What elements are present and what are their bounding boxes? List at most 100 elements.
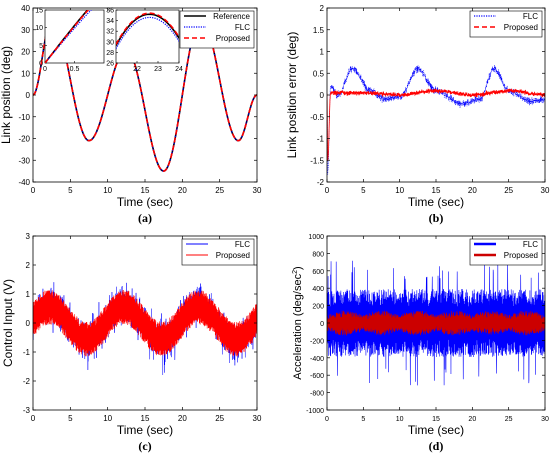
inset-y-tick-label: 26 — [106, 61, 114, 68]
plot-area — [33, 282, 257, 375]
y-axis-label-sup: 2 — [292, 270, 299, 274]
y-tick-label: 200 — [312, 304, 324, 311]
y-tick-label: 0 — [26, 91, 31, 100]
plot-area — [327, 260, 545, 386]
y-axis-label: Link position (deg) — [0, 46, 13, 144]
y-tick-label: 30 — [21, 26, 30, 35]
x-tick-label: 25 — [215, 186, 224, 195]
y-tick-label: -40 — [18, 178, 30, 187]
x-tick-label: 20 — [178, 414, 187, 423]
legend-entry: FLC — [523, 240, 538, 249]
legend-entry: Proposed — [216, 251, 250, 260]
x-axis-label: Time (sec) — [408, 423, 464, 437]
inset-x-tick-label: 0.5 — [70, 66, 80, 73]
y-tick-label: 3 — [26, 232, 31, 241]
inset-y-tick-label: 10 — [35, 25, 43, 32]
x-tick-label: 15 — [141, 414, 150, 423]
inset-x-tick-label: 22 — [133, 66, 141, 73]
y-tick-label: -30 — [18, 156, 30, 165]
legend-entry: Proposed — [504, 23, 538, 32]
y-tick-label: -10 — [18, 113, 30, 122]
y-tick-label: 1 — [26, 290, 31, 299]
x-tick-label: 10 — [395, 186, 404, 195]
inset-x-tick-label: 23 — [154, 66, 162, 73]
x-axis-label: Time (sec) — [117, 195, 173, 209]
panel-d: 0 5 10 15 20 25 30 -1000 -800 -600 -400 -200 0 200 400… — [292, 234, 549, 453]
x-tick-label: 0 — [325, 186, 330, 195]
x-axis-label: Time (sec) — [408, 195, 464, 209]
legend-box — [179, 10, 255, 49]
plot-area — [327, 64, 545, 175]
x-tick-label: 25 — [504, 186, 513, 195]
x-axis-label: Time (sec) — [117, 423, 173, 437]
y-tick-label: -20 — [18, 135, 30, 144]
x-tick-label: 5 — [361, 416, 365, 423]
series-proposed — [33, 290, 257, 357]
y-tick-label: 0 — [320, 321, 324, 328]
y-tick-label: 0.5 — [313, 69, 325, 78]
x-tick-label: 0 — [31, 186, 36, 195]
x-tick-label: 25 — [505, 416, 513, 423]
x-tick-label: 20 — [468, 416, 476, 423]
y-tick-label: -1 — [23, 348, 31, 357]
y-tick-label: -2 — [317, 178, 325, 187]
x-tick-label: 10 — [103, 414, 112, 423]
panel-c: 0 5 10 15 20 25 30 -3 -2 -1 0 1 2 3 Time (sec) (c) Contr… — [1, 232, 262, 453]
y-tick-label: 1000 — [308, 234, 324, 241]
panel-label: (d) — [429, 439, 444, 453]
y-tick-label: 2 — [320, 4, 325, 13]
y-tick-label: -1 — [317, 135, 325, 144]
panel-label: (c) — [138, 439, 151, 453]
x-tick-label: 30 — [253, 414, 262, 423]
y-tick-label: -1000 — [306, 408, 324, 415]
x-tick-label: 15 — [432, 416, 440, 423]
y-tick-label: -2 — [23, 377, 31, 386]
inset-y-tick-label: 15 — [35, 8, 43, 15]
inset-y-tick-label: 34 — [106, 18, 114, 25]
inset-x-tick-label: 24 — [175, 66, 183, 73]
x-tick-label: 10 — [396, 416, 404, 423]
x-tick-label: 30 — [541, 416, 549, 423]
y-tick-label: 1 — [320, 48, 325, 57]
y-tick-label: -0.5 — [310, 113, 324, 122]
panel-label: (a) — [138, 211, 152, 225]
y-tick-label: 40 — [21, 4, 30, 13]
inset-flc — [45, 10, 92, 63]
legend-entry: FLC — [235, 23, 250, 32]
y-tick-label: -800 — [310, 391, 324, 398]
panel-b: 0 5 10 15 20 25 30 -2 -1.5 -1 -0.5 0 0.5 1 1.5 2 Time (s… — [285, 4, 550, 225]
y-tick-label: 20 — [21, 48, 30, 57]
x-tick-label: 5 — [361, 186, 366, 195]
legend-entry: FLC — [235, 240, 250, 249]
y-tick-label: 400 — [312, 286, 324, 293]
series-proposed — [327, 310, 545, 336]
series-proposed — [327, 88, 545, 161]
series-flc — [327, 64, 545, 175]
inset-y-tick-label: 5 — [39, 43, 43, 50]
inset-frame — [44, 9, 105, 64]
inset-frame — [115, 9, 180, 64]
inset-y-tick-label: 28 — [106, 50, 114, 57]
x-tick-label: 30 — [541, 186, 550, 195]
x-tick-label: 20 — [468, 186, 477, 195]
y-axis-label: Acceleration (deg/sec2) — [292, 266, 304, 379]
y-tick-label: 2 — [26, 261, 31, 270]
y-tick-label: -200 — [310, 338, 324, 345]
inset-x-tick-label: 0 — [43, 66, 47, 73]
inset-y-tick-label: 36 — [106, 8, 114, 15]
x-tick-label: 0 — [325, 416, 329, 423]
inset-flc — [116, 16, 179, 49]
legend-entry: Proposed — [504, 251, 538, 260]
y-axis-label: Link position error (deg) — [285, 32, 299, 159]
x-tick-label: 15 — [141, 186, 150, 195]
inset-plot — [116, 12, 179, 49]
panel-label: (b) — [429, 211, 444, 225]
y-tick-label: 0 — [320, 91, 325, 100]
x-tick-label: 25 — [215, 414, 224, 423]
x-tick-label: 15 — [432, 186, 441, 195]
inset-1: 0 0.5 0 5 10 15 — [35, 8, 105, 73]
inset-y-tick-label: 32 — [106, 29, 114, 36]
inset-y-tick-label: 30 — [106, 39, 114, 46]
y-tick-label: -1.5 — [310, 156, 324, 165]
